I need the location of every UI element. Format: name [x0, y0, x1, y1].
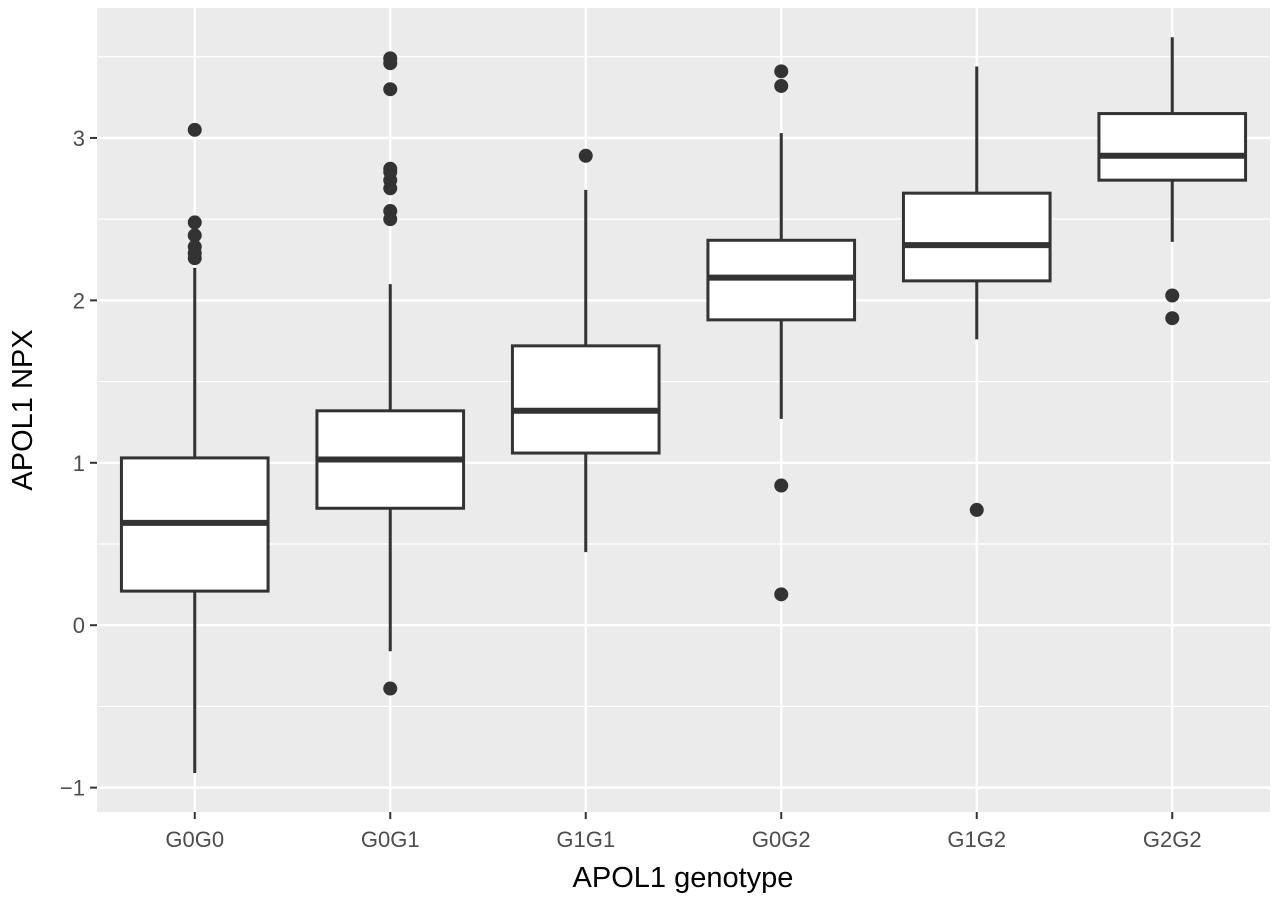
y-tick-label: 3	[73, 126, 85, 151]
x-tick-label: G0G0	[165, 827, 224, 852]
box-iqr	[1097, 112, 1248, 182]
y-tick-label: −1	[60, 776, 85, 801]
box-iqr	[510, 344, 661, 455]
outlier-point	[578, 148, 593, 163]
y-tick-label: 2	[73, 288, 85, 313]
x-axis-title: APOL1 genotype	[573, 862, 794, 894]
x-tick-label: G0G2	[752, 827, 811, 852]
boxes-layer	[119, 37, 1248, 774]
outlier-point	[383, 204, 398, 219]
outlier-point	[1165, 311, 1180, 326]
outlier-point	[774, 64, 789, 79]
x-tick-label: G0G1	[361, 827, 420, 852]
y-axis: −1 0 1 2 3	[60, 126, 97, 801]
plot-panel	[97, 8, 1270, 812]
y-axis-title: APOL1 NPX	[7, 329, 39, 490]
outlier-point	[774, 587, 789, 602]
outlier-point	[187, 122, 202, 137]
y-tick-label: 0	[73, 613, 85, 638]
outlier-point	[383, 681, 398, 696]
box-g1g1	[510, 148, 661, 553]
outlier-point	[774, 478, 789, 493]
x-tick-label: G1G1	[556, 827, 615, 852]
box-g2g2	[1097, 37, 1248, 326]
outlier-point	[1165, 288, 1180, 303]
outlier-point	[187, 239, 202, 254]
box-g0g1	[315, 51, 466, 696]
minor-gridlines	[97, 56, 1270, 708]
box-g0g0	[119, 122, 270, 774]
outlier-point	[383, 82, 398, 97]
outlier-point	[187, 228, 202, 243]
x-axis: G0G0 G0G1 G1G1 G0G2 G1G2 G2G2	[165, 812, 1202, 852]
x-tick-label: G2G2	[1143, 827, 1202, 852]
x-tick-label: G1G2	[947, 827, 1006, 852]
box-iqr	[901, 191, 1052, 283]
outlier-point	[383, 161, 398, 176]
outlier-point	[969, 502, 984, 517]
box-g0g2	[706, 64, 857, 602]
outlier-point	[187, 215, 202, 230]
outlier-point	[774, 78, 789, 93]
box-g1g2	[901, 66, 1052, 517]
y-tick-label: 1	[73, 451, 85, 476]
outlier-point	[383, 51, 398, 66]
